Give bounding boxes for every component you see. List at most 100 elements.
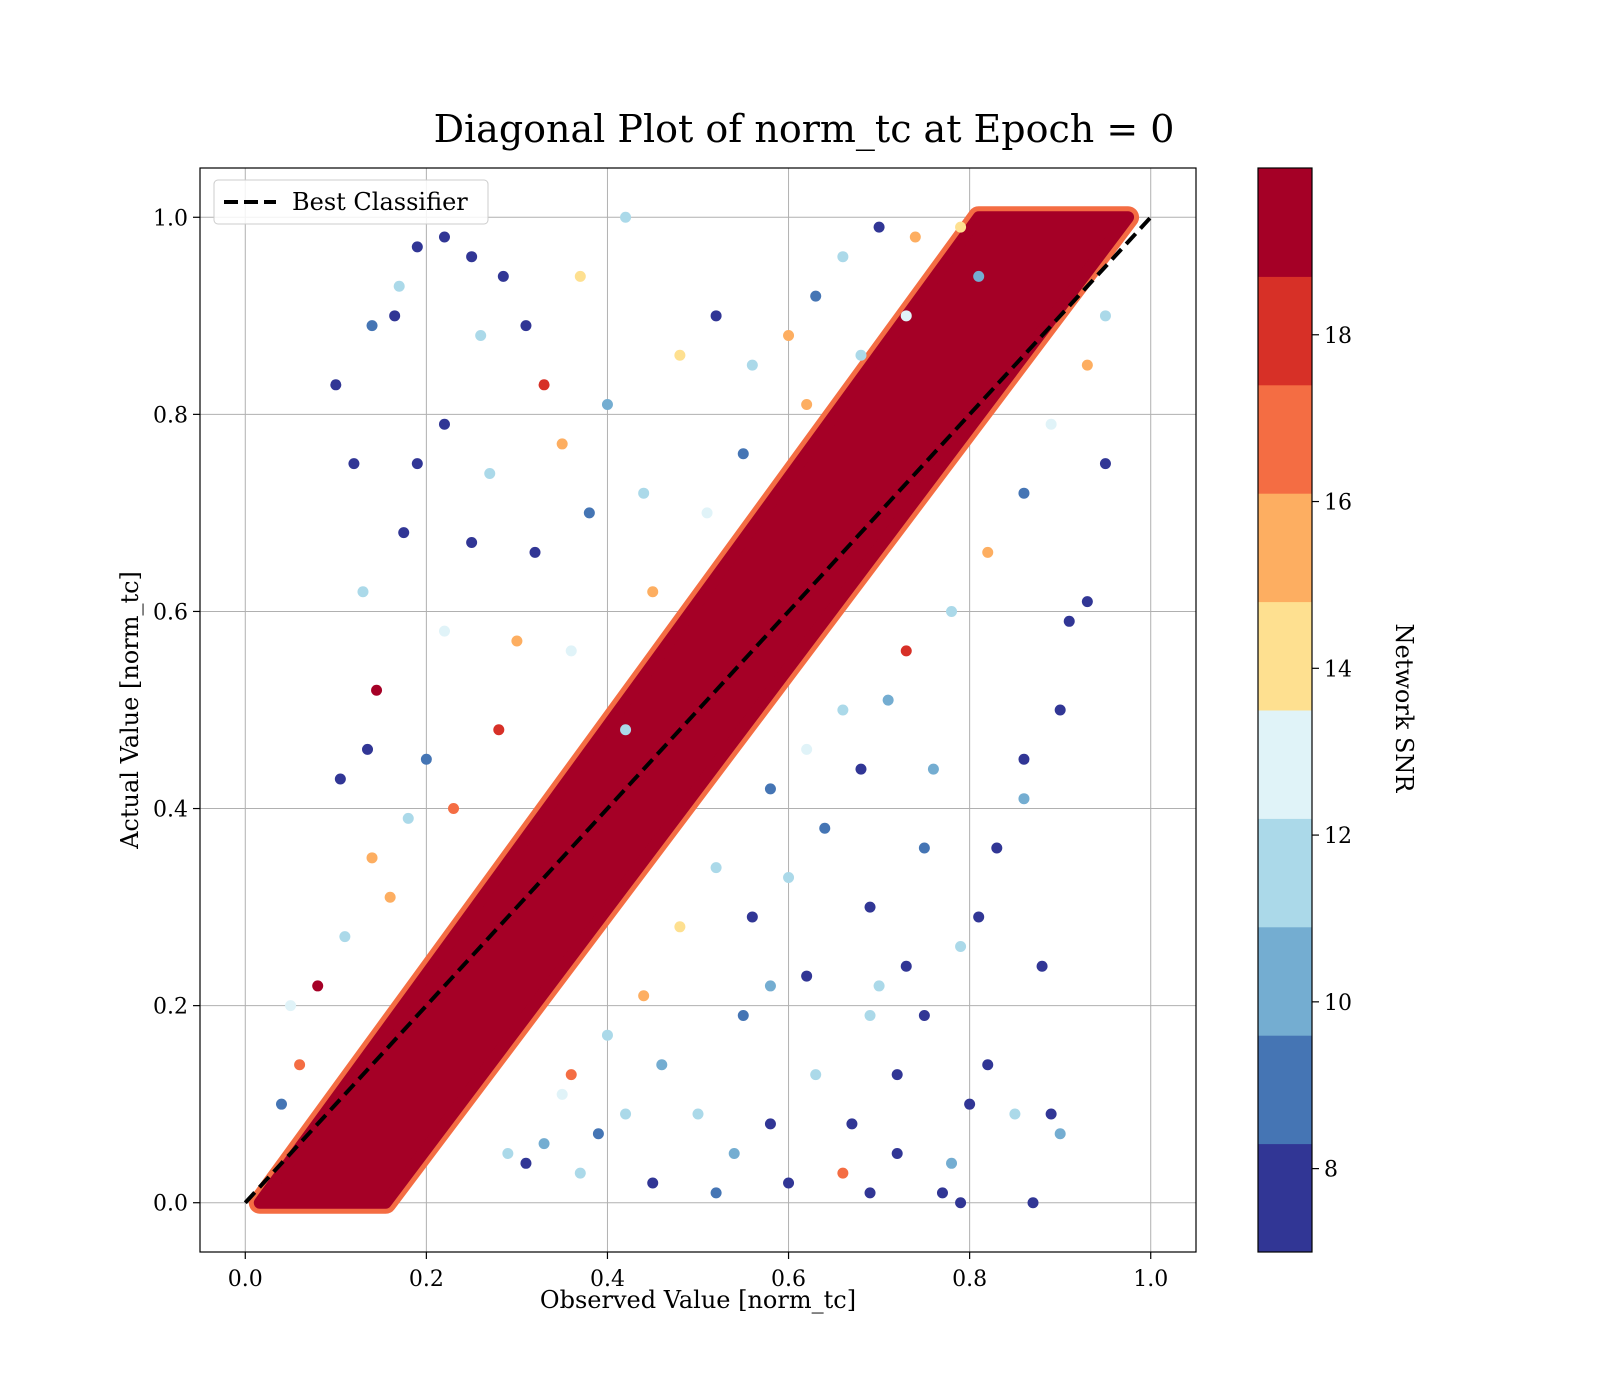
colorbar-label: Network SNR <box>1390 624 1418 794</box>
colorbar-segment <box>1258 1143 1312 1253</box>
scatter-point <box>955 941 967 953</box>
scatter-point <box>982 1059 994 1071</box>
scatter-point <box>701 507 713 519</box>
scatter-point <box>783 872 795 884</box>
scatter-point <box>565 645 577 657</box>
scatter-point <box>493 724 505 736</box>
scatter-point <box>1054 1128 1066 1140</box>
y-tick-label: 0.0 <box>153 1192 188 1217</box>
colorbar-tick-label: 12 <box>1324 824 1352 849</box>
scatter-point <box>601 1029 613 1041</box>
scatter-point <box>955 221 967 233</box>
scatter-point <box>420 753 432 765</box>
scatter-point <box>1018 753 1030 765</box>
colorbar-segment <box>1258 601 1312 711</box>
scatter-point <box>1018 487 1030 499</box>
scatter-point <box>366 852 378 864</box>
scatter-point <box>402 812 414 824</box>
scatter-point <box>900 960 912 972</box>
x-tick-label: 0.4 <box>590 1267 625 1292</box>
scatter-point <box>864 901 876 913</box>
scatter-point <box>565 1069 577 1081</box>
scatter-point <box>1045 418 1057 430</box>
scatter-point <box>389 310 401 322</box>
scatter-point <box>918 842 930 854</box>
scatter-point <box>855 349 867 361</box>
x-tick-label: 1.0 <box>1133 1267 1168 1292</box>
scatter-point <box>529 546 541 558</box>
colorbar-tick-label: 14 <box>1324 657 1352 682</box>
colorbar <box>1257 167 1313 1253</box>
scatter-point <box>746 359 758 371</box>
y-tick-label: 0.4 <box>153 798 188 823</box>
scatter-point <box>294 1059 306 1071</box>
colorbar-ticks: 8 10 12 14 16 18 <box>1312 324 1352 1183</box>
scatter-point <box>438 418 450 430</box>
scatter-point <box>710 310 722 322</box>
scatter-point <box>520 320 532 332</box>
scatter-point <box>982 546 994 558</box>
scatter-point <box>973 270 985 282</box>
scatter-point <box>936 1187 948 1199</box>
scatter-point <box>638 487 650 499</box>
scatter-point <box>411 241 423 253</box>
scatter-point <box>918 1009 930 1021</box>
scatter-point <box>511 635 523 647</box>
scatter-point <box>955 1197 967 1209</box>
best-classifier-line-group <box>243 215 1153 1205</box>
scatter-point <box>873 221 885 233</box>
dense-band <box>248 206 1140 1214</box>
scatter-point <box>285 1000 297 1012</box>
x-tick-label: 0.6 <box>771 1267 806 1292</box>
x-tick-label: 0.2 <box>409 1267 444 1292</box>
scatter-point <box>973 911 985 923</box>
scatter-point <box>737 448 749 460</box>
colorbar-tick-label: 8 <box>1324 1158 1338 1183</box>
plot-frame <box>199 167 1197 1253</box>
scatter-point <box>371 684 383 696</box>
scatter-point <box>1081 596 1093 608</box>
scatter-point <box>891 1069 903 1081</box>
y-axis-label: Actual Value [norm_tc] <box>116 571 144 850</box>
scatter-point <box>497 270 509 282</box>
y-tick-label: 0.2 <box>153 995 188 1020</box>
colorbar-tick-label: 18 <box>1324 324 1352 349</box>
colorbar-tick-label: 10 <box>1324 991 1352 1016</box>
scatter-point <box>348 458 360 470</box>
scatter-point <box>484 467 496 479</box>
legend-label: Best Classifier <box>292 188 468 216</box>
scatter-point <box>1027 1197 1039 1209</box>
scatter-point <box>475 330 487 342</box>
y-tick-label: 1.0 <box>153 206 188 231</box>
scatter-point <box>837 1167 849 1179</box>
scatter-point <box>1099 458 1111 470</box>
scatter-point <box>620 211 632 223</box>
scatter-point <box>810 1069 822 1081</box>
scatter-point <box>1099 310 1111 322</box>
scatter-point <box>647 1177 659 1189</box>
scatter-point <box>882 694 894 706</box>
y-axis-ticks: 0.0 0.2 0.4 0.6 0.8 1.0 <box>153 206 200 1217</box>
scatter-point <box>1018 793 1030 805</box>
scatter-point <box>946 1157 958 1169</box>
scatter-point <box>538 1138 550 1150</box>
scatter-point <box>1036 960 1048 972</box>
scatter-point <box>556 438 568 450</box>
scatter-point <box>746 911 758 923</box>
scatter-point <box>900 645 912 657</box>
scatter-point <box>312 980 324 992</box>
colorbar-tick-label: 16 <box>1324 491 1352 516</box>
scatter-point <box>638 990 650 1002</box>
scatter-point <box>1009 1108 1021 1120</box>
best-classifier-line <box>243 215 1153 1205</box>
scatter-point <box>384 891 396 903</box>
legend-box <box>213 179 489 225</box>
colorbar-frame <box>1257 167 1313 1253</box>
scatter-point <box>357 586 369 598</box>
scatter-point <box>592 1128 604 1140</box>
scatter-point <box>1063 615 1075 627</box>
colorbar-segment <box>1258 818 1312 928</box>
scatter-point <box>692 1108 704 1120</box>
scatter-point <box>846 1118 858 1130</box>
